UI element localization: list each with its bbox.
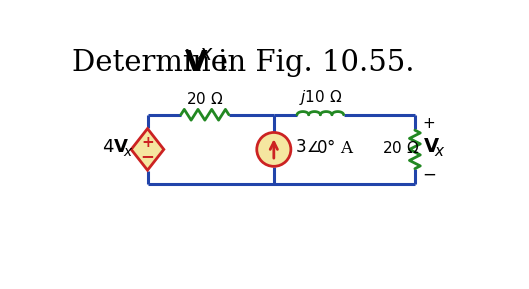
Text: $x$: $x$ bbox=[199, 45, 214, 64]
Text: +: + bbox=[141, 135, 154, 150]
Text: $j10\ \Omega$: $j10\ \Omega$ bbox=[298, 88, 342, 107]
Text: −: − bbox=[423, 166, 436, 184]
Text: in Fig. 10.55.: in Fig. 10.55. bbox=[209, 49, 414, 77]
Circle shape bbox=[257, 132, 291, 166]
Text: $20\ \Omega$: $20\ \Omega$ bbox=[382, 140, 420, 156]
Text: $3$: $3$ bbox=[295, 139, 306, 156]
Text: $0°$ A: $0°$ A bbox=[316, 139, 354, 157]
Text: −: − bbox=[141, 147, 154, 165]
Text: Determine: Determine bbox=[72, 49, 238, 77]
Text: +: + bbox=[423, 116, 435, 131]
Text: $\mathbf{V}$: $\mathbf{V}$ bbox=[184, 49, 208, 77]
Text: $\mathbf{V}$: $\mathbf{V}$ bbox=[423, 138, 440, 156]
Text: $\angle$: $\angle$ bbox=[306, 140, 320, 155]
Text: $x$: $x$ bbox=[123, 145, 134, 160]
Text: $20\ \Omega$: $20\ \Omega$ bbox=[186, 91, 224, 107]
Text: $x$: $x$ bbox=[434, 145, 446, 160]
Polygon shape bbox=[131, 129, 164, 170]
Text: $4\mathbf{V}$: $4\mathbf{V}$ bbox=[102, 138, 129, 156]
